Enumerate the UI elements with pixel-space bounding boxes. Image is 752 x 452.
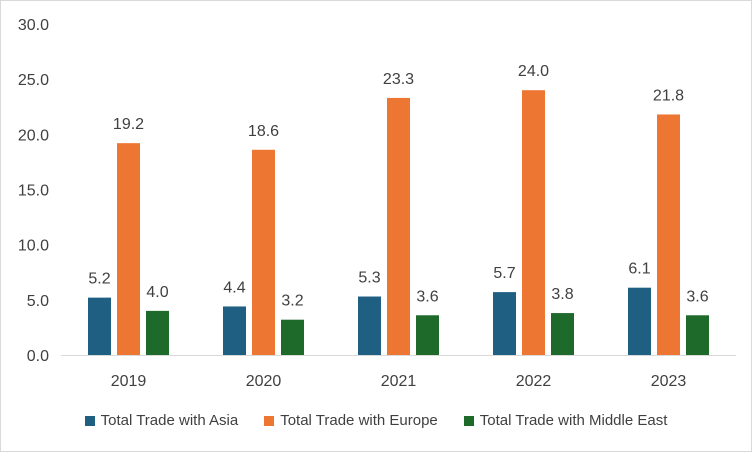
y-tick-label: 30.0 bbox=[18, 17, 49, 34]
legend-swatch-europe bbox=[264, 415, 275, 426]
bar bbox=[358, 296, 381, 355]
data-label: 5.2 bbox=[88, 271, 110, 288]
data-label: 21.8 bbox=[653, 87, 684, 104]
x-tick-label: 2022 bbox=[516, 373, 552, 390]
data-label: 4.0 bbox=[146, 284, 168, 301]
legend-item-europe: Total Trade with Europe bbox=[264, 412, 438, 429]
data-label: 24.0 bbox=[518, 63, 549, 80]
data-label: 19.2 bbox=[113, 116, 144, 133]
y-tick-label: 15.0 bbox=[18, 183, 49, 200]
bar bbox=[657, 114, 680, 356]
legend: Total Trade with Asia Total Trade with E… bbox=[1, 412, 751, 429]
y-tick-label: 5.0 bbox=[27, 293, 49, 310]
legend-item-middle-east: Total Trade with Middle East bbox=[463, 412, 668, 429]
legend-item-asia: Total Trade with Asia bbox=[84, 412, 239, 429]
data-label: 3.6 bbox=[686, 288, 708, 305]
x-tick-label: 2023 bbox=[651, 373, 687, 390]
y-tick-label: 10.0 bbox=[18, 238, 49, 255]
bar bbox=[522, 90, 545, 355]
data-label: 3.2 bbox=[281, 293, 303, 310]
legend-label-europe: Total Trade with Europe bbox=[280, 412, 438, 429]
x-tick-label: 2021 bbox=[381, 373, 417, 390]
bar bbox=[223, 306, 246, 355]
legend-label-middle-east: Total Trade with Middle East bbox=[479, 412, 668, 429]
data-label: 23.3 bbox=[383, 71, 414, 88]
bar bbox=[387, 97, 410, 355]
x-tick-label: 2019 bbox=[111, 373, 147, 390]
data-label: 5.3 bbox=[358, 270, 380, 287]
legend-swatch-asia bbox=[84, 415, 95, 426]
data-label: 4.4 bbox=[223, 279, 245, 296]
bar bbox=[551, 313, 574, 355]
legend-label-asia: Total Trade with Asia bbox=[100, 412, 239, 429]
legend-swatch-middle-east bbox=[463, 415, 474, 426]
y-tick-label: 20.0 bbox=[18, 127, 49, 144]
data-label: 18.6 bbox=[248, 123, 279, 140]
bar bbox=[146, 310, 169, 355]
bar bbox=[493, 292, 516, 355]
bar bbox=[88, 297, 111, 355]
bar bbox=[628, 287, 651, 355]
bar bbox=[117, 143, 140, 355]
y-tick-label: 25.0 bbox=[18, 72, 49, 89]
y-tick-label: 0.0 bbox=[27, 348, 49, 365]
data-label: 3.8 bbox=[551, 286, 573, 303]
bar bbox=[252, 149, 275, 355]
data-label: 3.6 bbox=[416, 288, 438, 305]
data-label: 6.1 bbox=[628, 261, 650, 278]
bar bbox=[686, 315, 709, 355]
data-label: 5.7 bbox=[493, 265, 515, 282]
x-tick-label: 2020 bbox=[246, 373, 282, 390]
bar bbox=[281, 319, 304, 355]
bar-chart: 0.0 5.0 10.0 15.0 20.0 25.0 30.0 5.2 19.2 4.0 2019… bbox=[18, 17, 736, 390]
bar bbox=[416, 315, 439, 355]
